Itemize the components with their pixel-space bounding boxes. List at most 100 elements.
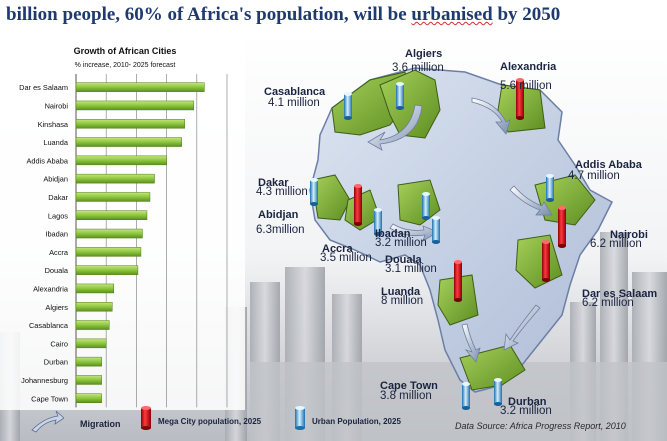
region-west-coast bbox=[344, 189, 381, 231]
bar-chart: Growth of African Cities % increase, 201… bbox=[0, 40, 245, 410]
city-name-label: Dar es Salaam bbox=[582, 288, 658, 300]
cylinder-cape-town bbox=[462, 382, 470, 410]
city-name-label: Luanda bbox=[381, 286, 421, 298]
bar-alexandria bbox=[75, 283, 114, 294]
region-west bbox=[311, 174, 351, 221]
cylinder-ibadan bbox=[422, 192, 430, 220]
migration-arrow bbox=[503, 304, 541, 351]
city-name-label: Cape Town bbox=[380, 380, 438, 392]
cylinder-douala bbox=[432, 216, 440, 244]
city-population-label: 3.2 million bbox=[500, 405, 552, 417]
bar-cairo bbox=[75, 338, 107, 349]
region-algeria bbox=[379, 69, 441, 139]
cylinder-casablanca bbox=[344, 92, 352, 120]
chart-gridlines bbox=[75, 74, 228, 408]
bar-nairobi bbox=[75, 100, 195, 111]
bar-addis-ababa bbox=[75, 155, 167, 166]
category-label: Nairobi bbox=[45, 101, 69, 110]
legend-mega-city-label: Mega City population, 2025 bbox=[158, 417, 262, 426]
category-label: Accra bbox=[49, 248, 69, 257]
city-name-label: Addis Ababa bbox=[575, 159, 642, 171]
cylinder-luanda bbox=[454, 260, 462, 302]
city-population-label: 5.6 million bbox=[500, 80, 552, 92]
city-population-label: 3.8 million bbox=[380, 390, 432, 402]
chart-bars bbox=[75, 82, 205, 403]
cylinder-abidjan bbox=[354, 184, 362, 226]
cylinder-dakar bbox=[310, 178, 318, 206]
page-title: billion people, 60% of Africa's populati… bbox=[6, 4, 666, 26]
category-label: Alexandria bbox=[33, 284, 69, 293]
city-population-label: 4.1 million bbox=[268, 97, 320, 109]
bar-douala bbox=[75, 265, 139, 275]
migration-arrow bbox=[367, 104, 423, 151]
bar-dakar bbox=[75, 192, 151, 202]
bar-abidjan bbox=[75, 173, 155, 184]
migration-arrow bbox=[461, 323, 481, 363]
migration-arrow-icon bbox=[31, 410, 64, 433]
bar-durban bbox=[75, 356, 102, 367]
migration-arrow bbox=[509, 185, 553, 216]
category-label: Douala bbox=[45, 266, 69, 275]
cylinder-accra bbox=[374, 208, 382, 236]
city-population-label: 3.6 million bbox=[392, 62, 444, 74]
city-name-label: Alexandria bbox=[500, 61, 557, 73]
chart-subtitle: % increase, 2010- 2025 forecast bbox=[75, 62, 176, 69]
bar-johannesburg bbox=[75, 375, 102, 385]
legend: Migration Mega City population, 2025 Urb… bbox=[30, 406, 410, 438]
city-population-label: 6.2 million bbox=[582, 297, 634, 309]
city-name-label: Abidjan bbox=[258, 209, 299, 221]
africa-map bbox=[309, 67, 613, 410]
city-population-label: 3.5 million bbox=[320, 252, 372, 264]
category-label: Durban bbox=[44, 358, 68, 367]
category-label: Cairo bbox=[50, 339, 68, 348]
city-population-label: 4.7 million bbox=[568, 170, 620, 182]
migration-arrows bbox=[367, 97, 553, 363]
category-label: Dakar bbox=[48, 193, 68, 202]
migration-arrow bbox=[389, 223, 439, 242]
title-flagged-word: urbanised bbox=[411, 4, 493, 25]
city-population-label: 3.2 million bbox=[375, 237, 427, 249]
bar-lagos bbox=[75, 210, 148, 220]
category-label: Dar es Salaam bbox=[19, 83, 68, 92]
city-name-label: Accra bbox=[322, 243, 353, 255]
category-label: Luanda bbox=[43, 138, 69, 147]
cylinder-nairobi bbox=[558, 206, 566, 248]
city-name-label: Douala bbox=[385, 254, 422, 266]
cylinder-dar-es-salaam bbox=[542, 240, 550, 282]
chart-background bbox=[0, 40, 245, 410]
mega-city-cylinder-icon bbox=[141, 406, 151, 430]
bar-algiers bbox=[75, 302, 113, 312]
bar-ibadan bbox=[75, 228, 143, 239]
migration-arrow bbox=[471, 97, 511, 135]
title-end: by 2050 bbox=[492, 4, 561, 25]
city-name-label: Casablanca bbox=[264, 86, 326, 98]
cylinder-addis-ababa bbox=[546, 174, 554, 202]
category-label: Casablanca bbox=[29, 321, 69, 330]
bar-luanda bbox=[75, 137, 182, 147]
category-label: Johannesburg bbox=[21, 376, 68, 385]
urban-population-cylinder-icon bbox=[295, 406, 305, 430]
bar-casablanca bbox=[75, 320, 110, 330]
bar-cape-town bbox=[75, 393, 102, 403]
category-label: Cape Town bbox=[31, 394, 68, 403]
category-label: Lagos bbox=[48, 211, 68, 220]
category-label: Algiers bbox=[45, 303, 68, 312]
city-name-label: Dakar bbox=[258, 177, 289, 189]
bar-dar-es-salaam bbox=[75, 82, 205, 92]
city-name-label: Ibadan bbox=[375, 228, 411, 240]
bar-accra bbox=[75, 247, 142, 257]
city-name-label: Nairobi bbox=[610, 229, 648, 241]
cylinder-algiers bbox=[396, 82, 404, 110]
chart-category-labels: Dar es Salaam Nairobi Kinshasa Luanda Addis … bbox=[19, 83, 69, 403]
category-label: Addis Ababa bbox=[26, 156, 68, 165]
legend-migration-label: Migration bbox=[80, 419, 121, 429]
data-source: Data Source: Africa Progress Report, 201… bbox=[455, 421, 626, 431]
title-text: billion people, 60% of Africa's populati… bbox=[6, 4, 412, 25]
bar-kinshasa bbox=[75, 119, 185, 129]
city-name-label: Algiers bbox=[405, 48, 443, 60]
city-population-label: 8 million bbox=[381, 295, 424, 307]
legend-urban-label: Urban Population, 2025 bbox=[312, 417, 401, 426]
city-cylinders bbox=[310, 78, 566, 410]
city-population-label: 6.3million bbox=[256, 224, 305, 236]
chart-title: Growth of African Cities bbox=[74, 46, 177, 56]
